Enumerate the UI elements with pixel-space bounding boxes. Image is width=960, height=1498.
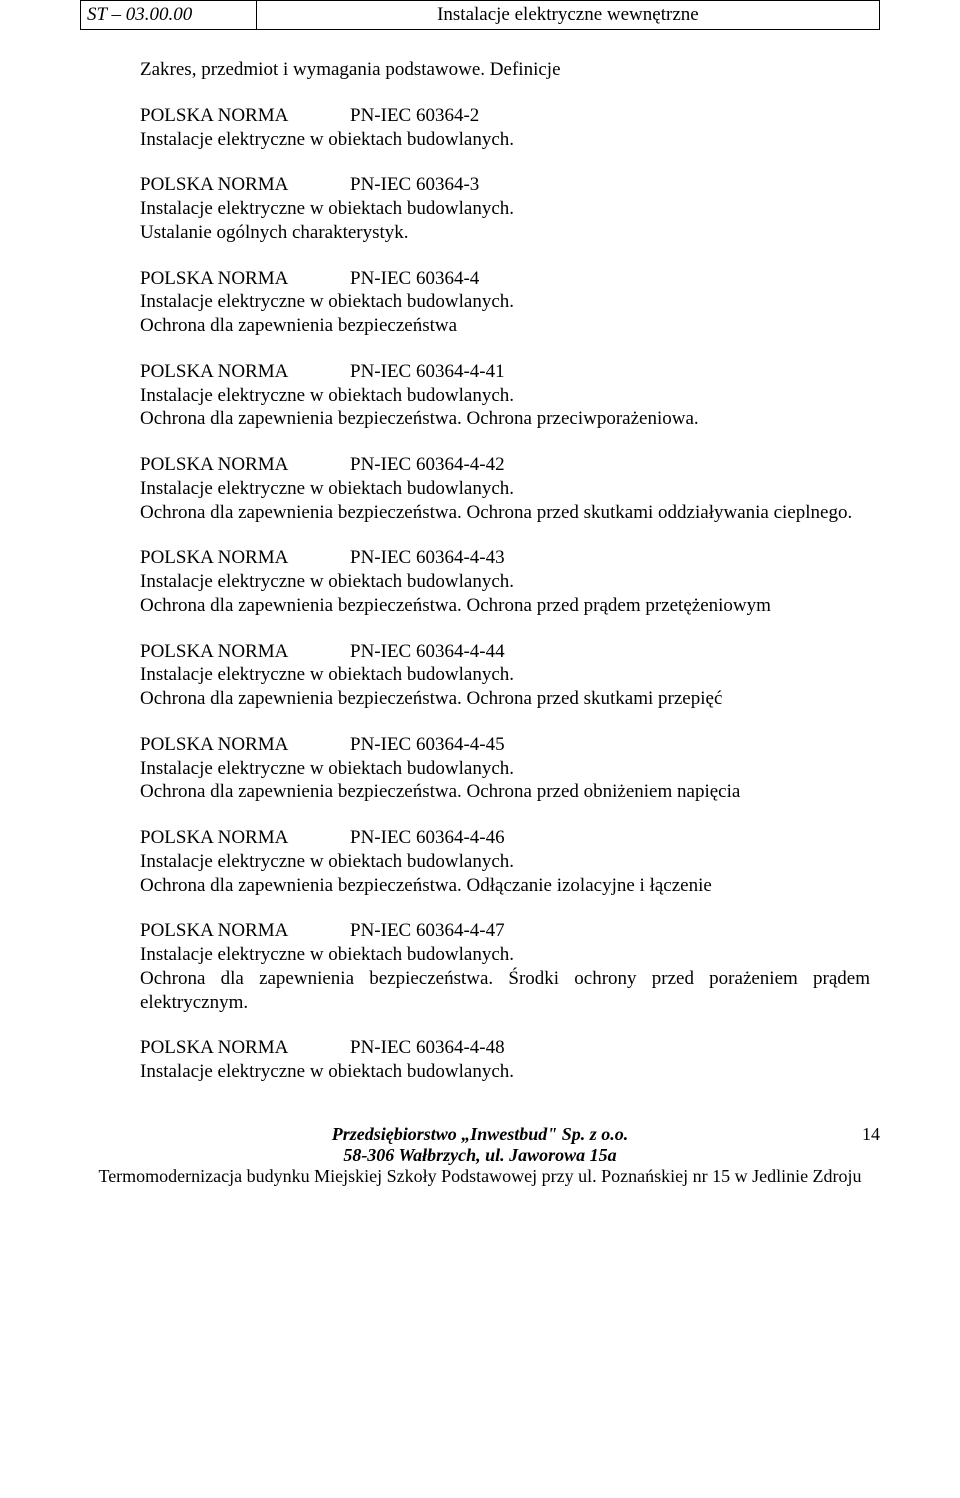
norm-desc: Instalacje elektryczne w obiektach budow…: [140, 757, 870, 781]
norm-code: PN-IEC 60364-3: [350, 174, 479, 195]
norm-desc: Instalacje elektryczne w obiektach budow…: [140, 477, 870, 501]
page-number: 14: [862, 1124, 880, 1145]
norm-entry: POLSKA NORMAPN-IEC 60364-4-45 Instalacje…: [140, 733, 870, 804]
document-footer: 14 Przedsiębiorstwo „Inwestbud" Sp. z o.…: [80, 1124, 880, 1187]
norm-desc: Instalacje elektryczne w obiektach budow…: [140, 663, 870, 687]
norm-code: PN-IEC 60364-4-43: [350, 547, 505, 568]
norm-code: PN-IEC 60364-4-41: [350, 361, 505, 382]
norm-org: POLSKA NORMA: [140, 919, 350, 943]
header-code: ST – 03.00.00: [81, 1, 257, 30]
norm-desc: Instalacje elektryczne w obiektach budow…: [140, 570, 870, 594]
norm-desc: Instalacje elektryczne w obiektach budow…: [140, 197, 870, 221]
norm-entry: POLSKA NORMAPN-IEC 60364-2 Instalacje el…: [140, 104, 870, 152]
norm-desc: Ochrona dla zapewnienia bezpieczeństwa. …: [140, 687, 870, 711]
norm-org: POLSKA NORMA: [140, 733, 350, 757]
norm-code: PN-IEC 60364-4-46: [350, 827, 505, 848]
footer-project: Termomodernizacja budynku Miejskiej Szko…: [80, 1166, 880, 1187]
norm-entry: POLSKA NORMAPN-IEC 60364-4-44 Instalacje…: [140, 640, 870, 711]
footer-address: 58-306 Wałbrzych, ul. Jaworowa 15a: [80, 1145, 880, 1166]
norm-code: PN-IEC 60364-4-45: [350, 734, 505, 755]
norm-entry: POLSKA NORMAPN-IEC 60364-4-48 Instalacje…: [140, 1036, 870, 1084]
norm-desc: Instalacje elektryczne w obiektach budow…: [140, 943, 870, 967]
norm-entry: POLSKA NORMAPN-IEC 60364-4-42 Instalacje…: [140, 453, 870, 524]
footer-company: Przedsiębiorstwo „Inwestbud" Sp. z o.o.: [80, 1124, 880, 1145]
norm-org: POLSKA NORMA: [140, 1036, 350, 1060]
norm-code: PN-IEC 60364-4-47: [350, 920, 505, 941]
norm-org: POLSKA NORMA: [140, 173, 350, 197]
norm-desc: Ochrona dla zapewnienia bezpieczeństwa. …: [140, 967, 870, 1015]
norm-desc: Instalacje elektryczne w obiektach budow…: [140, 290, 870, 314]
norm-desc: Instalacje elektryczne w obiektach budow…: [140, 1060, 870, 1084]
norm-desc: Ochrona dla zapewnienia bezpieczeństwa. …: [140, 407, 870, 431]
norm-code: PN-IEC 60364-4: [350, 268, 479, 289]
norm-code: PN-IEC 60364-4-48: [350, 1037, 505, 1058]
norm-desc: Ochrona dla zapewnienia bezpieczeństwa. …: [140, 874, 870, 898]
header-title: Instalacje elektryczne wewnętrzne: [256, 1, 879, 30]
norm-desc: Ochrona dla zapewnienia bezpieczeństwa. …: [140, 501, 870, 525]
norm-desc: Instalacje elektryczne w obiektach budow…: [140, 128, 870, 152]
norm-org: POLSKA NORMA: [140, 546, 350, 570]
norm-org: POLSKA NORMA: [140, 826, 350, 850]
norm-code: PN-IEC 60364-4-44: [350, 641, 505, 662]
norm-desc: Ochrona dla zapewnienia bezpieczeństwa. …: [140, 780, 870, 804]
norm-desc: Instalacje elektryczne w obiektach budow…: [140, 384, 870, 408]
norm-desc: Instalacje elektryczne w obiektach budow…: [140, 850, 870, 874]
norm-org: POLSKA NORMA: [140, 267, 350, 291]
norm-org: POLSKA NORMA: [140, 453, 350, 477]
document-header-table: ST – 03.00.00 Instalacje elektryczne wew…: [80, 0, 880, 30]
norm-entry: POLSKA NORMAPN-IEC 60364-4 Instalacje el…: [140, 267, 870, 338]
norm-entry: POLSKA NORMAPN-IEC 60364-4-46 Instalacje…: [140, 826, 870, 897]
norm-code: PN-IEC 60364-4-42: [350, 454, 505, 475]
intro-text: Zakres, przedmiot i wymagania podstawowe…: [140, 58, 870, 82]
document-body: Zakres, przedmiot i wymagania podstawowe…: [80, 58, 880, 1084]
norm-entry: POLSKA NORMAPN-IEC 60364-4-41 Instalacje…: [140, 360, 870, 431]
norm-entry: POLSKA NORMAPN-IEC 60364-3 Instalacje el…: [140, 173, 870, 244]
norm-desc: Ochrona dla zapewnienia bezpieczeństwa: [140, 314, 870, 338]
norm-org: POLSKA NORMA: [140, 360, 350, 384]
norm-desc: Ochrona dla zapewnienia bezpieczeństwa. …: [140, 594, 870, 618]
norm-entry: POLSKA NORMAPN-IEC 60364-4-43 Instalacje…: [140, 546, 870, 617]
norm-desc: Ustalanie ogólnych charakterystyk.: [140, 221, 870, 245]
norm-code: PN-IEC 60364-2: [350, 105, 479, 126]
norm-entry: POLSKA NORMAPN-IEC 60364-4-47 Instalacje…: [140, 919, 870, 1014]
norm-org: POLSKA NORMA: [140, 640, 350, 664]
norm-org: POLSKA NORMA: [140, 104, 350, 128]
